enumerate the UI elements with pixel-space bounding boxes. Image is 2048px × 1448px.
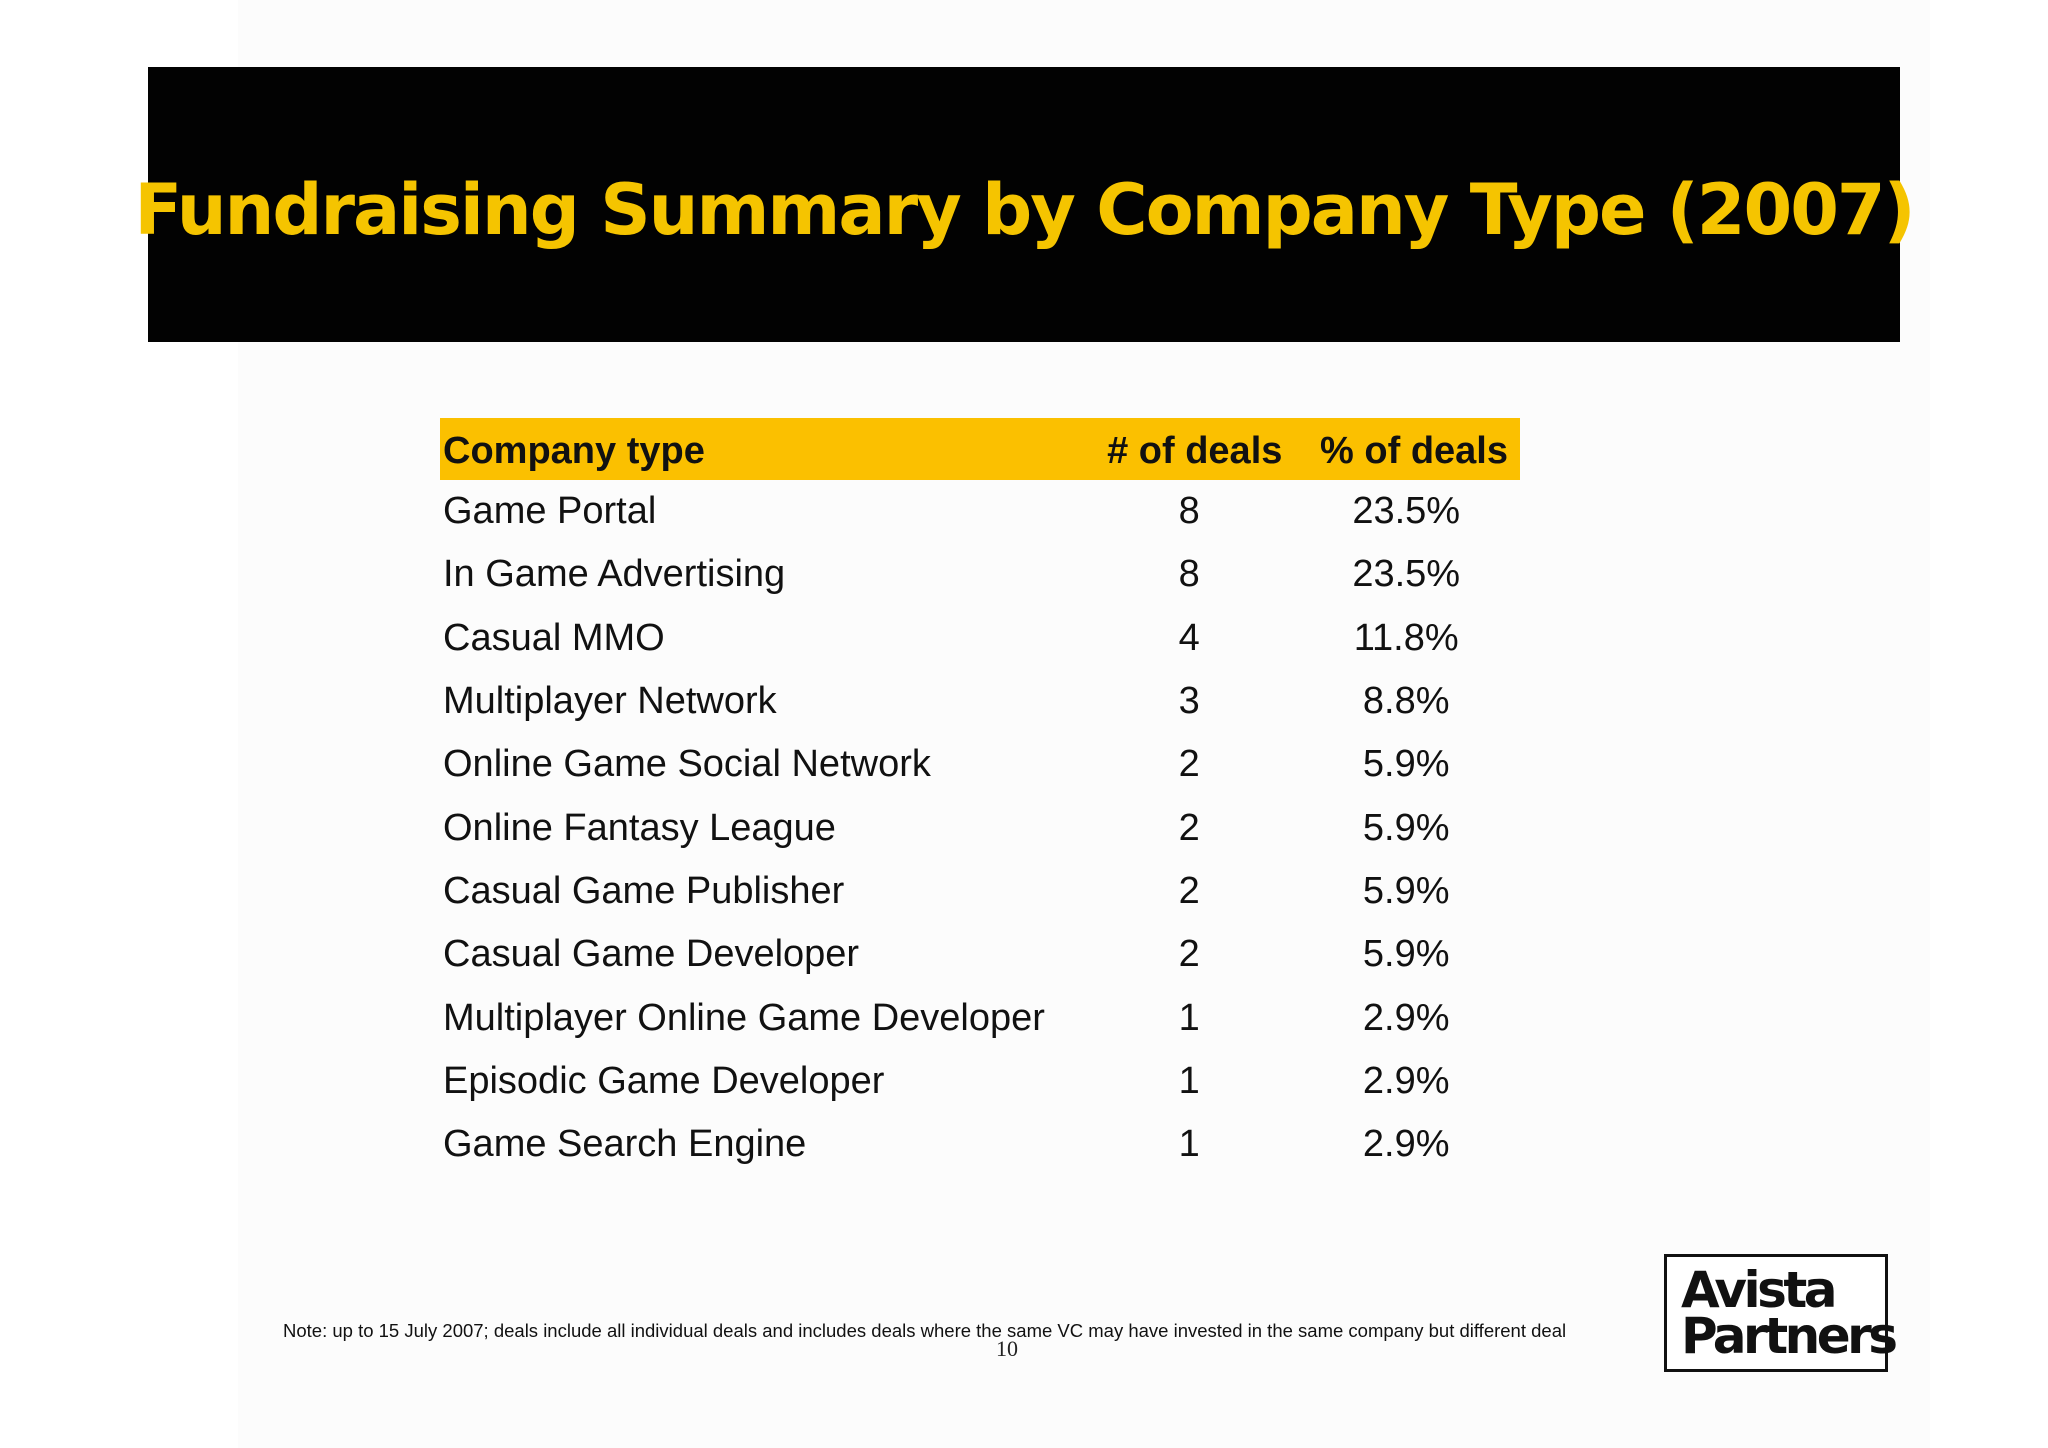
table-row: Game Search Engine 1 2.9% (440, 1113, 1520, 1176)
page-title: Fundraising Summary by Company Type (200… (134, 168, 1915, 251)
deal-count-cell: 2 (1178, 869, 1200, 912)
deals-table: Company type # of deals % of deals Game … (440, 418, 1520, 1176)
footnote: Note: up to 15 July 2007; deals include … (283, 1320, 1567, 1341)
deal-count-cell: 3 (1178, 680, 1200, 723)
company-type-cell: In Game Advertising (443, 553, 786, 596)
column-header-company-type: Company type (440, 418, 1087, 480)
company-type-cell: Online Fantasy League (443, 806, 836, 849)
table-row: Multiplayer Network 3 8.8% (440, 670, 1520, 733)
company-type-cell: Multiplayer Network (443, 680, 777, 723)
deal-count-cell: 1 (1178, 996, 1200, 1039)
table-row: Online Game Social Network 2 5.9% (440, 733, 1520, 796)
table-header-row: Company type # of deals % of deals (440, 418, 1520, 480)
deal-count-cell: 2 (1178, 933, 1200, 976)
deal-count-cell: 1 (1178, 1123, 1200, 1166)
deal-percent-cell: 2.9% (1362, 996, 1450, 1039)
deal-percent-cell: 8.8% (1362, 680, 1450, 723)
deal-percent-cell: 2.9% (1362, 1059, 1450, 1102)
column-header-deal-count: # of deals (1086, 418, 1293, 480)
deal-count-cell: 2 (1178, 743, 1200, 786)
page-number: 10 (996, 1336, 1018, 1361)
column-header-deal-percent: % of deals (1292, 418, 1520, 480)
avista-partners-logo: Avista Partners (1664, 1254, 1898, 1372)
deal-percent-cell: 5.9% (1362, 933, 1450, 976)
deal-count-cell: 2 (1178, 806, 1200, 849)
logo-line-avista: Avista (1681, 1261, 1838, 1319)
table-row: Multiplayer Online Game Developer 1 2.9% (440, 986, 1520, 1049)
logo-line-partners: Partners (1681, 1307, 1898, 1365)
deal-count-cell: 1 (1178, 1059, 1200, 1102)
deal-percent-cell: 5.9% (1362, 806, 1450, 849)
company-type-cell: Casual Game Publisher (443, 869, 845, 912)
company-type-cell: Casual Game Developer (443, 933, 860, 976)
deal-percent-cell: 23.5% (1352, 490, 1461, 533)
deal-percent-cell: 5.9% (1362, 869, 1450, 912)
table-row: Casual Game Developer 2 5.9% (440, 923, 1520, 986)
deal-percent-cell: 5.9% (1362, 743, 1450, 786)
company-type-cell: Online Game Social Network (443, 743, 931, 786)
company-type-cell: Episodic Game Developer (443, 1059, 885, 1102)
company-type-cell: Game Portal (443, 490, 657, 533)
table-row: Game Portal 8 23.5% (440, 480, 1520, 543)
deal-count-cell: 8 (1178, 553, 1200, 596)
deal-percent-cell: 2.9% (1362, 1123, 1450, 1166)
deal-count-cell: 8 (1178, 490, 1200, 533)
deal-percent-cell: 23.5% (1352, 553, 1461, 596)
table-row: Casual Game Publisher 2 5.9% (440, 860, 1520, 923)
company-type-cell: Game Search Engine (443, 1123, 807, 1166)
title-banner: Fundraising Summary by Company Type (200… (134, 67, 1916, 342)
company-type-cell: Multiplayer Online Game Developer (443, 996, 1045, 1039)
deal-percent-cell: 11.8% (1353, 616, 1459, 659)
table-row: In Game Advertising 8 23.5% (440, 543, 1520, 606)
table-row: Episodic Game Developer 1 2.9% (440, 1050, 1520, 1113)
deal-count-cell: 4 (1178, 616, 1200, 659)
table-row: Casual MMO 4 11.8% (440, 607, 1520, 670)
company-type-cell: Casual MMO (443, 616, 665, 659)
table-row: Online Fantasy League 2 5.9% (440, 796, 1520, 859)
